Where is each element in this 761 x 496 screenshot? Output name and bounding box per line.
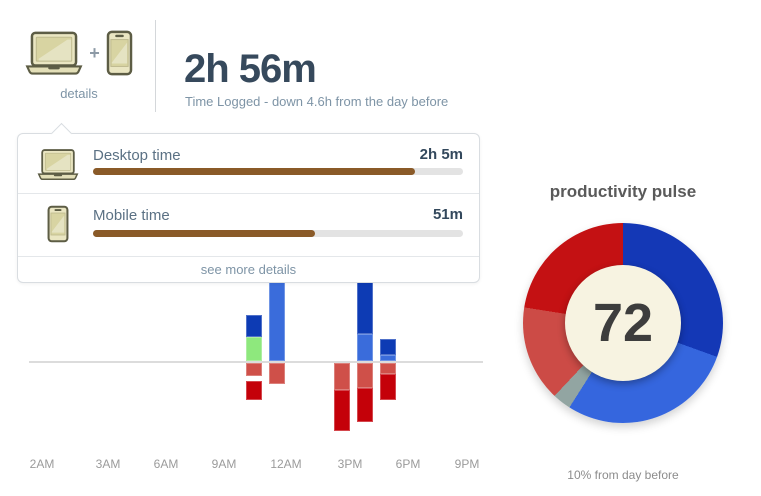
mobile-time-label: Mobile time (93, 207, 170, 224)
mobile-progress-track (93, 230, 463, 237)
x-axis-label: 6AM (153, 457, 179, 471)
plus-sign: + (89, 43, 100, 63)
bar-segment-salmon[interactable] (246, 363, 262, 376)
mobile-time-value: 51m (432, 206, 463, 223)
bar-segment-mid_blue[interactable] (380, 355, 396, 361)
time-logged-title: 2h 56m (184, 46, 317, 91)
bar-segment-dark_red[interactable] (380, 374, 396, 400)
desktop-time-row: Desktop time 2h 5m (18, 134, 479, 194)
chart-zero-line (29, 361, 483, 363)
bar-segment-dark_red[interactable] (246, 381, 262, 400)
bar-segment-mid_blue[interactable] (269, 280, 285, 361)
desktop-time-value: 2h 5m (419, 146, 463, 163)
device-icons-group[interactable]: + details (24, 28, 134, 101)
x-axis-label: 6PM (395, 457, 421, 471)
pulse-footnote: 10% from day before (567, 468, 679, 482)
pulse-score: 72 (592, 293, 654, 353)
bar-segment-dark_blue[interactable] (380, 339, 396, 355)
x-axis-label: 9AM (211, 457, 237, 471)
x-axis-label: 12AM (270, 457, 302, 471)
pulse-title: productivity pulse (549, 182, 697, 202)
mobile-progress-fill (93, 230, 315, 237)
bar-segment-dark_red[interactable] (334, 390, 350, 431)
bar-segment-mid_blue[interactable] (357, 334, 373, 361)
desktop-time-label: Desktop time (93, 147, 181, 164)
bar-segment-green[interactable] (246, 337, 262, 361)
time-logged-subtitle: Time Logged - down 4.6h from the day bef… (185, 94, 449, 109)
bar-segment-dark_blue[interactable] (357, 281, 373, 334)
device-icons-row: + (24, 28, 134, 78)
bar-segment-salmon[interactable] (380, 363, 396, 374)
desktop-progress-track (93, 168, 463, 175)
laptop-icon (25, 30, 83, 76)
bar-segment-dark_red[interactable] (357, 388, 373, 422)
laptop-icon (35, 141, 81, 187)
phone-icon (106, 30, 133, 76)
bar-segment-salmon[interactable] (334, 363, 350, 390)
bar-segment-salmon[interactable] (357, 363, 373, 388)
mobile-time-row: Mobile time 51m (18, 194, 479, 257)
pulse-donut[interactable]: 72 (523, 223, 723, 423)
pulse-donut-center: 72 (565, 265, 681, 381)
x-axis-label: 3AM (95, 457, 121, 471)
see-more-details-link[interactable]: see more details (200, 262, 297, 277)
phone-icon (35, 201, 81, 247)
bar-segment-salmon[interactable] (269, 363, 285, 384)
desktop-progress-fill (93, 168, 415, 175)
x-axis-label: 9PM (454, 457, 480, 471)
header-divider (155, 20, 156, 112)
details-link[interactable]: details (60, 86, 98, 101)
x-axis-label: 2AM (29, 457, 55, 471)
bar-segment-dark_blue[interactable] (246, 315, 262, 337)
device-time-popover: Desktop time 2h 5m Mobile time 51m see (17, 122, 480, 283)
x-axis-label: 3PM (337, 457, 363, 471)
